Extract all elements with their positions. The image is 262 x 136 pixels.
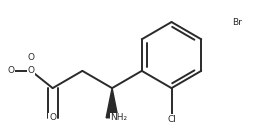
- Text: O: O: [7, 66, 14, 75]
- Text: O: O: [49, 113, 56, 122]
- Text: O: O: [28, 53, 35, 62]
- Text: O: O: [28, 66, 35, 75]
- Text: Cl: Cl: [167, 115, 176, 124]
- Text: Br: Br: [232, 18, 242, 27]
- Text: NH₂: NH₂: [110, 113, 127, 122]
- Polygon shape: [106, 88, 118, 118]
